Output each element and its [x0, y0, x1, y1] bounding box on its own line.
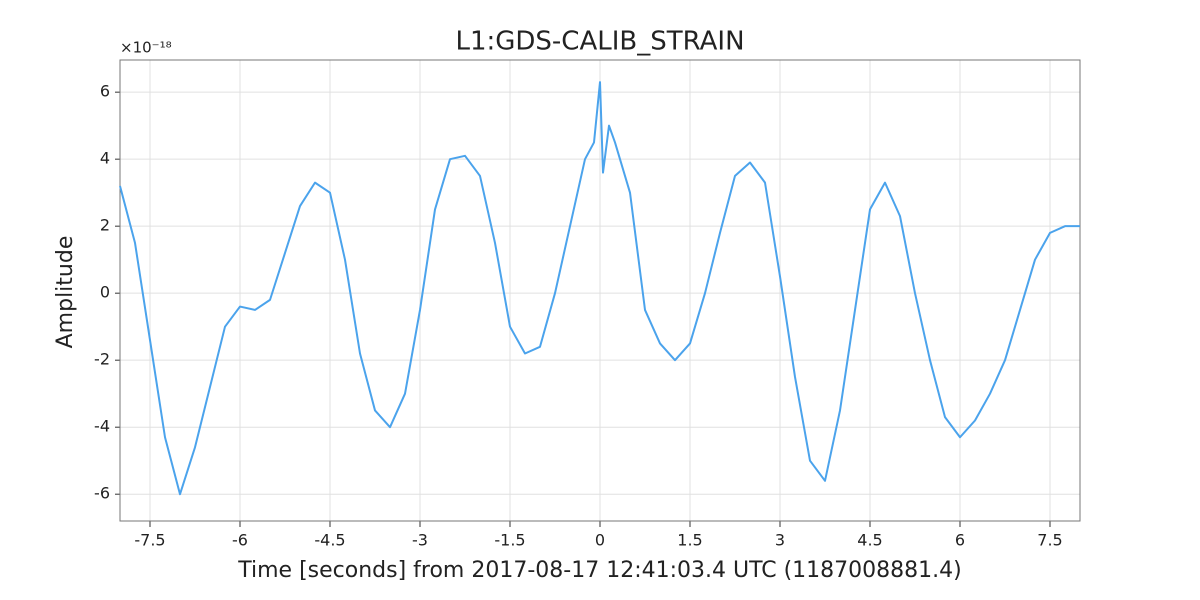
y-tick-label: 6	[100, 82, 110, 101]
x-tick-label: -4.5	[314, 531, 345, 550]
y-tick-label: -4	[94, 417, 110, 436]
x-tick-label: -3	[412, 531, 428, 550]
x-tick-label: -1.5	[494, 531, 525, 550]
y-axis-label: Amplitude	[53, 236, 78, 349]
x-tick-label: 7.5	[1037, 531, 1062, 550]
y-tick-label: 4	[100, 149, 110, 168]
y-offset-label: ×10⁻¹⁸	[120, 39, 172, 57]
x-tick-label: 6	[955, 531, 965, 550]
y-tick-label: -6	[94, 484, 110, 503]
x-tick-label: 3	[775, 531, 785, 550]
x-tick-label: 0	[595, 531, 605, 550]
x-tick-label: 4.5	[857, 531, 882, 550]
x-axis-label: Time [seconds] from 2017-08-17 12:41:03.…	[237, 558, 961, 583]
x-tick-label: 1.5	[677, 531, 702, 550]
y-tick-label: 0	[100, 283, 110, 302]
chart-title: L1:GDS-CALIB_STRAIN	[455, 27, 744, 57]
data-line	[119, 81, 1080, 496]
x-tick-label: -6	[232, 531, 248, 550]
y-tick-label: 2	[100, 216, 110, 235]
x-tick-label: -7.5	[134, 531, 165, 550]
plot-frame	[119, 59, 1081, 522]
y-tick-label: -2	[94, 350, 110, 369]
